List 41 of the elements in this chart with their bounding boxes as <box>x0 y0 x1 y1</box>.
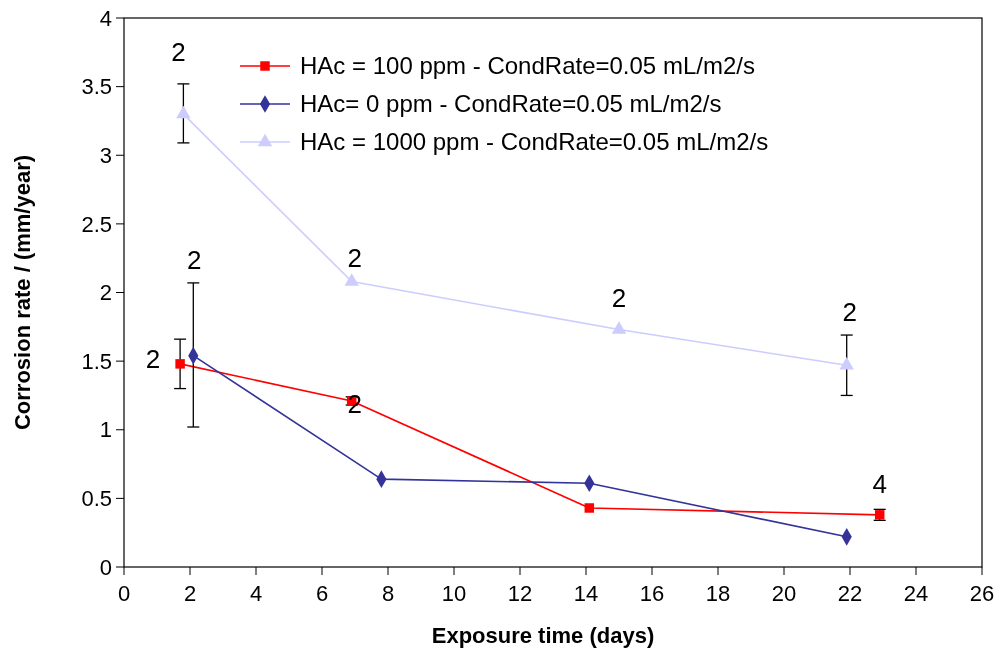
point <box>839 356 854 370</box>
annotation: 2 <box>347 242 362 273</box>
y-tick-label: 2 <box>99 280 112 306</box>
y-tick-label: 3 <box>99 142 112 168</box>
legend-label: HAc= 0 ppm - CondRate=0.05 mL/m2/s <box>300 90 722 118</box>
x-tick-label: 16 <box>639 581 665 606</box>
y-axis-title: Corrosion rate / (mm/year) <box>10 154 35 431</box>
annotation: 2 <box>842 297 857 328</box>
x-tick-label: 26 <box>969 581 995 606</box>
x-tick-label: 12 <box>507 581 533 606</box>
x-tick-label: 8 <box>381 581 395 606</box>
point <box>611 321 627 334</box>
y-tick-label: 1.5 <box>81 348 112 374</box>
x-tick-label: 14 <box>573 581 599 606</box>
annotation: 2 <box>611 282 627 313</box>
point <box>344 273 359 286</box>
x-tick-label: 6 <box>315 581 329 606</box>
annotation: 2 <box>187 244 202 275</box>
legend-label: HAc = 100 ppm - CondRate=0.05 mL/m2/s <box>300 52 755 80</box>
x-tick-label: 4 <box>249 581 263 606</box>
annotation: 2 <box>171 37 186 68</box>
y-tick-label: 0 <box>99 554 112 580</box>
x-tick-label: 2 <box>183 581 197 606</box>
point <box>175 359 185 369</box>
annotation: 2 <box>145 343 161 374</box>
y-tick-label: 3.5 <box>81 74 112 100</box>
x-tick-label: 20 <box>771 581 797 606</box>
x-tick-label: 24 <box>903 581 929 606</box>
point <box>176 105 191 119</box>
x-tick-label: 22 <box>837 581 863 606</box>
y-tick-label: 4 <box>99 5 112 31</box>
y-tick-label: 1 <box>99 417 112 443</box>
x-tick-label: 0 <box>117 581 131 606</box>
point <box>584 503 595 513</box>
x-tick-label: 18 <box>705 581 731 606</box>
y-tick-label: 2.5 <box>81 211 112 237</box>
legend-label: HAc = 1000 ppm - CondRate=0.05 mL/m2/s <box>300 128 769 156</box>
annotation: 4 <box>872 468 887 499</box>
y-tick-label: 0.5 <box>81 486 112 512</box>
x-tick-label: 10 <box>441 581 467 606</box>
x-axis-title: Exposure time (days) <box>431 623 655 648</box>
